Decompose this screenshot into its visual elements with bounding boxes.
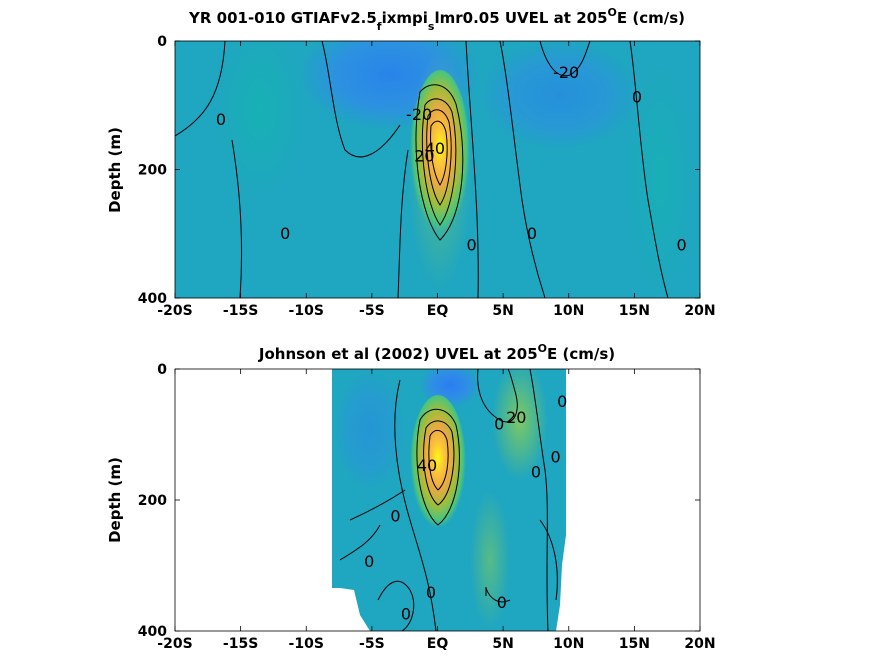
x-tick-label: EQ [427,636,449,652]
contour-label: 0 [531,462,541,481]
x-axis-ticks: -20S -15S -10S -5S EQ 5N 10N 15N 20N [157,41,716,319]
x-tick-label: -15S [223,303,258,319]
contour-label: -20 [406,105,432,124]
contour-label: 20 [414,147,434,166]
x-axis-ticks: -20S -15S -10S -5S EQ 5N 10N 15N 20N [157,369,716,652]
x-tick-label: 5N [492,303,513,319]
contour-label: 20 [506,408,526,427]
y-tick-label: 0 [157,34,167,50]
x-tick-label: 15N [619,303,650,319]
x-tick-label: -5S [359,303,385,319]
contour-label: 0 [390,506,400,525]
x-tick-label: 5N [492,636,513,652]
x-tick-label: 10N [553,303,584,319]
contour-label: 40 [417,456,437,475]
y-tick-label: 400 [138,291,167,307]
contour-label: 0 [527,224,537,243]
x-tick-label: -5S [359,636,385,652]
contour-lines [175,41,669,298]
chart-title: Johnson et al (2002) UVEL at 205OE (cm/s… [258,342,615,363]
y-tick-label: 200 [138,493,167,509]
heatmap-field [175,41,700,298]
contour-label: 0 [497,593,507,612]
y-tick-label: 200 [138,163,167,179]
x-tick-label: 20N [684,303,715,319]
y-tick-label: 0 [157,362,167,378]
contour-label: 0 [557,392,567,411]
contour-label: 40 [425,139,445,158]
contour-label: 0 [467,235,477,254]
x-tick-label: 15N [619,636,650,652]
contour-label: 0 [426,583,436,602]
x-tick-label: 20N [684,636,715,652]
contour-label: 0 [632,88,642,107]
heatmap-field [332,369,566,631]
x-tick-label: -20S [157,303,192,319]
y-tick-label: 400 [138,624,167,640]
contour-lines [339,369,558,631]
contour-label: -20 [553,63,579,82]
y-axis-label: Depth (m) [106,127,124,213]
contour-label: 0 [364,552,374,571]
x-tick-label: -10S [289,636,324,652]
contour-label: 0 [216,110,226,129]
contour-label: 0 [401,605,411,624]
x-tick-label: -20S [157,636,192,652]
y-axis-label: Depth (m) [106,457,124,543]
x-tick-label: 10N [553,636,584,652]
contour-label: 0 [677,235,687,254]
x-tick-label: EQ [427,303,449,319]
x-tick-label: -10S [289,303,324,319]
contour-label: 0 [494,415,504,434]
contour-label: 0 [280,224,290,243]
contour-label: 0 [551,447,561,466]
x-tick-label: -15S [223,636,258,652]
chart-title: YR 001-010 GTIAFv2.5fixmpislmr0.05 UVEL … [188,6,685,33]
